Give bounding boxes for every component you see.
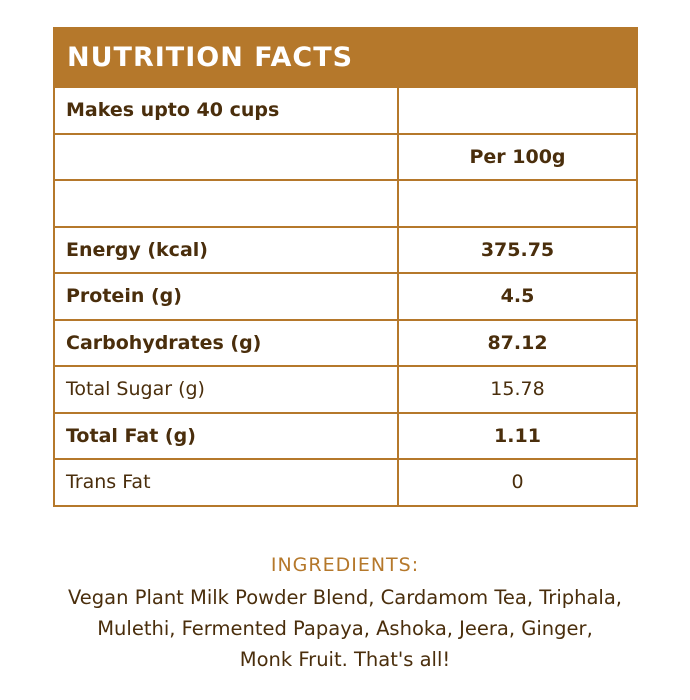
table-row: Total Sugar (g) 15.78 xyxy=(55,365,636,412)
table-row xyxy=(55,179,636,226)
table-cell xyxy=(399,181,636,226)
table-title: NUTRITION FACTS xyxy=(55,29,636,86)
table-cell: Total Fat (g) xyxy=(55,413,399,458)
table-row: Carbohydrates (g) 87.12 xyxy=(55,318,636,365)
table-cell: Trans Fat xyxy=(55,460,399,505)
table-row: Per 100g xyxy=(55,132,636,179)
table-cell xyxy=(55,134,399,179)
table-row: Makes upto 40 cups xyxy=(55,86,636,133)
table-row: Trans Fat 0 xyxy=(55,458,636,505)
table-cell: 375.75 xyxy=(480,238,555,261)
table-cell: Makes upto 40 cups xyxy=(55,88,399,133)
table-cell xyxy=(399,88,636,133)
table-cell: 0 xyxy=(511,471,524,494)
ingredients-line: Mulethi, Fermented Papaya, Ashoka, Jeera… xyxy=(97,617,593,640)
table-cell: Energy (kcal) xyxy=(55,227,399,272)
table-row: Protein (g) 4.5 xyxy=(55,272,636,319)
table-row: Total Fat (g) 1.11 xyxy=(55,411,636,458)
table-cell: 1.11 xyxy=(494,424,541,447)
table-cell: Protein (g) xyxy=(55,274,399,319)
table-cell: Carbohydrates (g) xyxy=(55,320,399,365)
table-cell: 87.12 xyxy=(487,331,548,354)
table-row: Energy (kcal) 375.75 xyxy=(55,225,636,272)
ingredients: INGREDIENTS: Vegan Plant Milk Powder Ble… xyxy=(0,548,690,675)
table-cell xyxy=(55,181,399,226)
ingredients-line: Vegan Plant Milk Powder Blend, Cardamom … xyxy=(67,586,622,609)
ingredients-line: Monk Fruit. That's all! xyxy=(239,648,451,671)
table-cell: 15.78 xyxy=(490,378,545,401)
table-cell: 4.5 xyxy=(500,285,535,308)
ingredients-title: INGREDIENTS: xyxy=(270,554,420,576)
table-cell: Total Sugar (g) xyxy=(55,367,399,412)
nutrition-table: NUTRITION FACTS Makes upto 40 cups Per 10… xyxy=(53,27,638,507)
table-cell: Per 100g xyxy=(469,145,566,168)
